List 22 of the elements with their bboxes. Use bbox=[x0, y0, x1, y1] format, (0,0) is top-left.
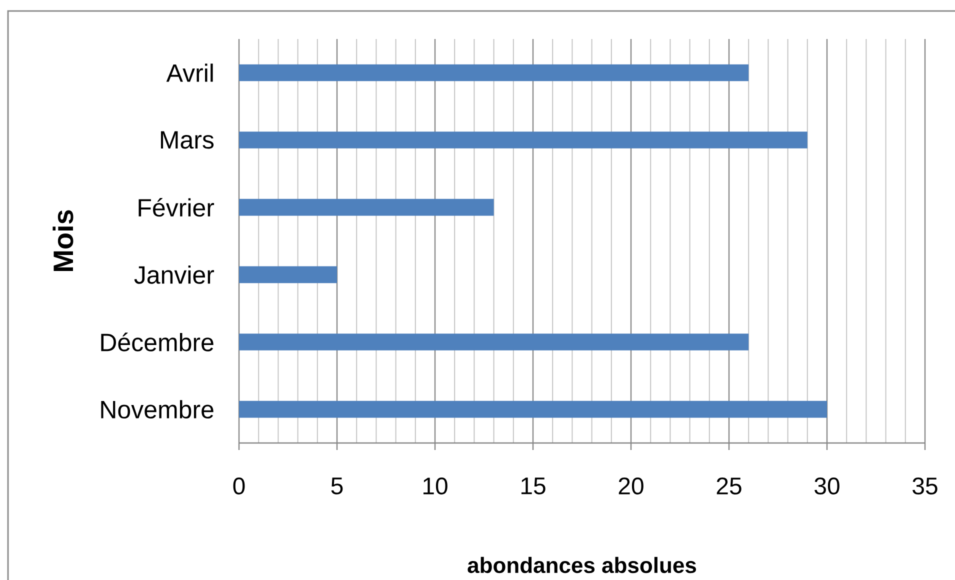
bar bbox=[239, 64, 749, 82]
x-tick-label: 25 bbox=[716, 478, 742, 494]
x-tick-label: 35 bbox=[912, 478, 938, 494]
x-tick-label: 20 bbox=[618, 478, 644, 494]
y-axis-title: Mois bbox=[52, 210, 74, 272]
x-tick-label: 15 bbox=[521, 478, 546, 494]
x-tick-label: 0 bbox=[233, 478, 245, 494]
y-tick-label: Avril bbox=[166, 64, 213, 82]
y-tick-label: Janvier bbox=[134, 265, 214, 284]
x-tick-label: 10 bbox=[423, 478, 448, 494]
bar bbox=[239, 198, 494, 216]
bar bbox=[239, 132, 808, 148]
x-tick-label: 5 bbox=[331, 478, 343, 494]
y-tick-label: Mars bbox=[160, 131, 214, 149]
x-tick-label: 30 bbox=[814, 478, 840, 494]
y-tick-label: Février bbox=[138, 198, 214, 217]
x-axis-title: abondances absolues bbox=[468, 556, 696, 574]
bar bbox=[239, 334, 749, 350]
bar bbox=[239, 400, 827, 418]
bar bbox=[239, 266, 338, 284]
y-tick-label: Décembre bbox=[101, 332, 214, 352]
y-tick-label: Novembre bbox=[101, 400, 214, 419]
